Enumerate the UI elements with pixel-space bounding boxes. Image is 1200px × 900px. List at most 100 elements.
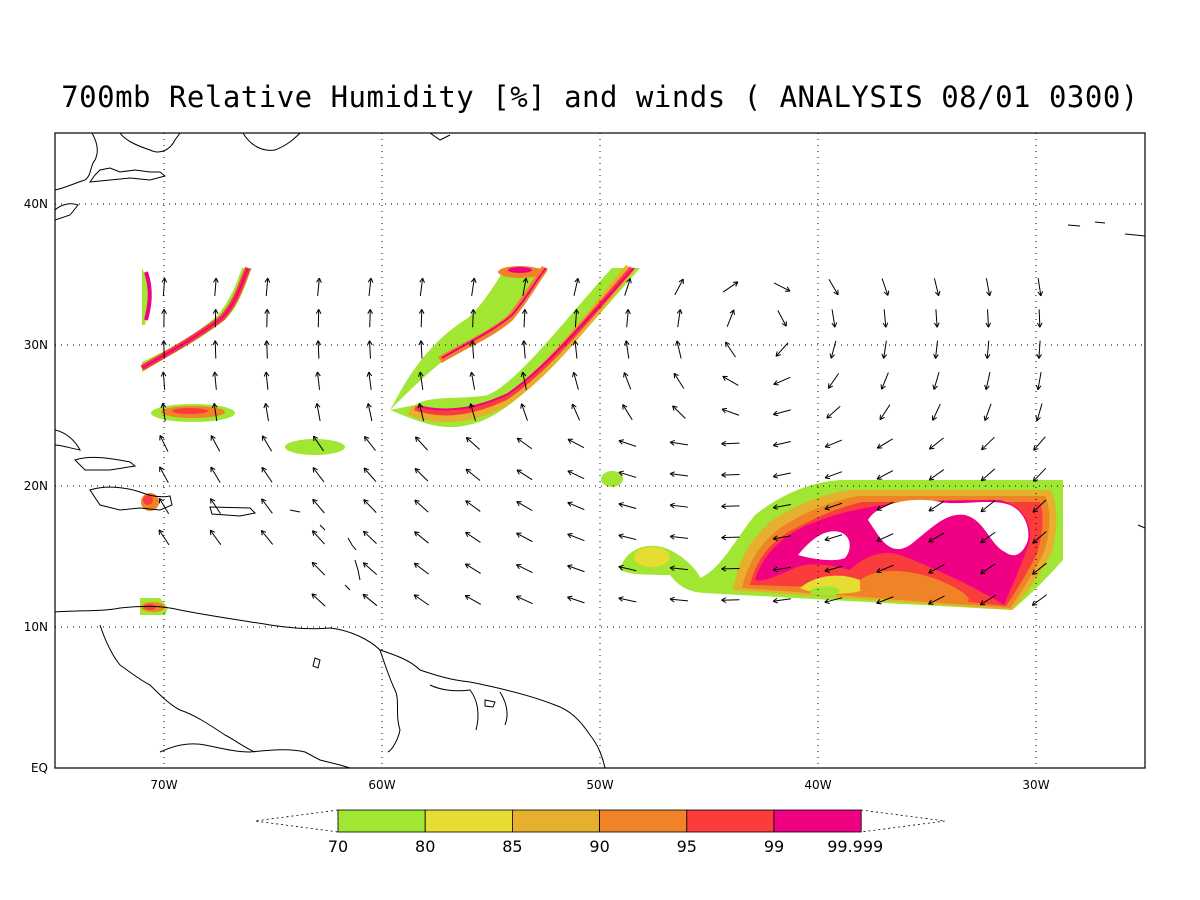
wind-arrow-head [473,277,477,283]
wind-arrow-head [567,564,573,567]
wind-arrow-head [214,371,218,377]
wind-arrow-head [1037,291,1042,297]
wind-arrow-head [567,565,572,570]
wind-arrow [214,340,217,359]
wind-arrow-head [210,435,216,439]
wind-arrow [980,531,996,544]
wind-arrow-head [418,309,423,314]
wind-arrow-head [516,469,520,475]
colorbar-swatch [424,809,513,833]
wind-arrow-head [363,530,369,533]
colorbar-level-label: 90 [589,837,609,856]
wind-arrow-head [618,533,624,536]
wind-arrow-head [520,371,524,378]
wind-arrow [672,405,686,419]
wind-arrow-head [260,530,263,536]
wind-arrow-head [366,403,369,409]
wind-arrow [363,467,377,482]
wind-arrow-head [263,371,267,377]
wind-arrow-head [414,468,418,474]
wind-arrow-head [572,340,576,346]
wind-arrow-head [1035,415,1038,421]
wind-arrow [209,529,222,545]
wind-arrow-head [313,435,319,439]
wind-arrow [162,403,166,422]
wind-arrow-head [413,594,417,600]
wind-arrow-head [984,384,987,390]
wind-arrows [158,277,1048,607]
wind-arrow-head [828,385,834,389]
wind-arrow-head [419,277,424,283]
wind-arrow-head [980,506,984,512]
wind-arrow-head [672,405,675,411]
wind-arrow-head [824,598,829,603]
wind-arrow-head [934,291,939,297]
wind-arrow-head [318,277,322,283]
wind-arrow-head [413,563,417,569]
wind-arrow-head [618,503,623,508]
wind-arrow-head [887,290,890,296]
wind-arrow [573,372,579,390]
wind-arrow-head [824,570,830,573]
wind-arrow-head [1036,353,1040,359]
wind-arrow-head [1032,541,1038,544]
wind-arrow-head [417,403,420,409]
wind-arrow-head [721,597,727,601]
wind-arrow-head [470,277,475,283]
colorbar-level-label: 99 [764,837,784,856]
wind-arrow [516,437,533,450]
wind-arrow-head [265,403,269,408]
colorbar-level-label: 80 [415,837,435,856]
coastlines [55,133,1145,768]
wind-arrow [265,403,269,422]
wind-arrow-head [314,403,318,409]
wind-arrow [830,340,837,359]
wind-arrow [158,529,170,546]
wind-arrow [618,597,637,603]
wind-arrow-head [669,596,675,600]
wind-arrow-head [418,340,422,346]
wind-arrow [623,372,632,390]
wind-arrow [929,437,944,450]
wind-arrow-head [733,309,735,315]
wind-arrow [573,278,579,296]
wind-arrow [827,373,840,389]
lon-tick-label-50w: 50W [586,778,613,792]
wind-arrow-head [367,403,372,408]
wind-arrow [980,468,996,482]
wind-arrow-head [516,501,520,507]
wind-arrow-head [772,569,778,573]
wind-arrow-head [772,504,778,509]
wind-arrow-head [772,538,779,542]
wind-arrow [673,373,685,389]
wind-arrow-head [316,277,320,283]
wind-arrow-head [1037,385,1042,391]
wind-arrow-head [669,439,675,443]
wind-arrow [987,309,989,328]
wind-arrow-head [824,477,831,480]
wind-arrow-head [933,353,936,359]
wind-arrow [986,340,990,359]
wind-arrow-head [573,309,577,314]
wind-arrow-head [928,568,932,574]
wind-arrow-head [162,371,167,377]
wind-arrow-head [567,596,572,602]
lon-tick-label-70w: 70W [150,778,177,792]
wind-arrow [1032,562,1047,575]
wind-arrow-head [312,561,318,565]
wind-arrow-head [567,532,573,535]
wind-arrow-head [419,403,424,408]
wind-arrow-head [980,541,986,544]
wind-arrow [1038,309,1041,328]
wind-arrow-head [618,596,624,599]
wind-arrow [625,340,630,359]
wind-arrow-head [159,435,165,439]
wind-arrow-head [881,353,885,359]
wind-arrow [363,499,377,513]
wind-arrow-head [362,594,366,600]
wind-arrow-head [362,593,369,596]
wind-arrow [773,566,791,571]
wind-arrow [669,598,689,602]
wind-arrow [721,473,740,476]
wind-arrow [618,503,637,509]
